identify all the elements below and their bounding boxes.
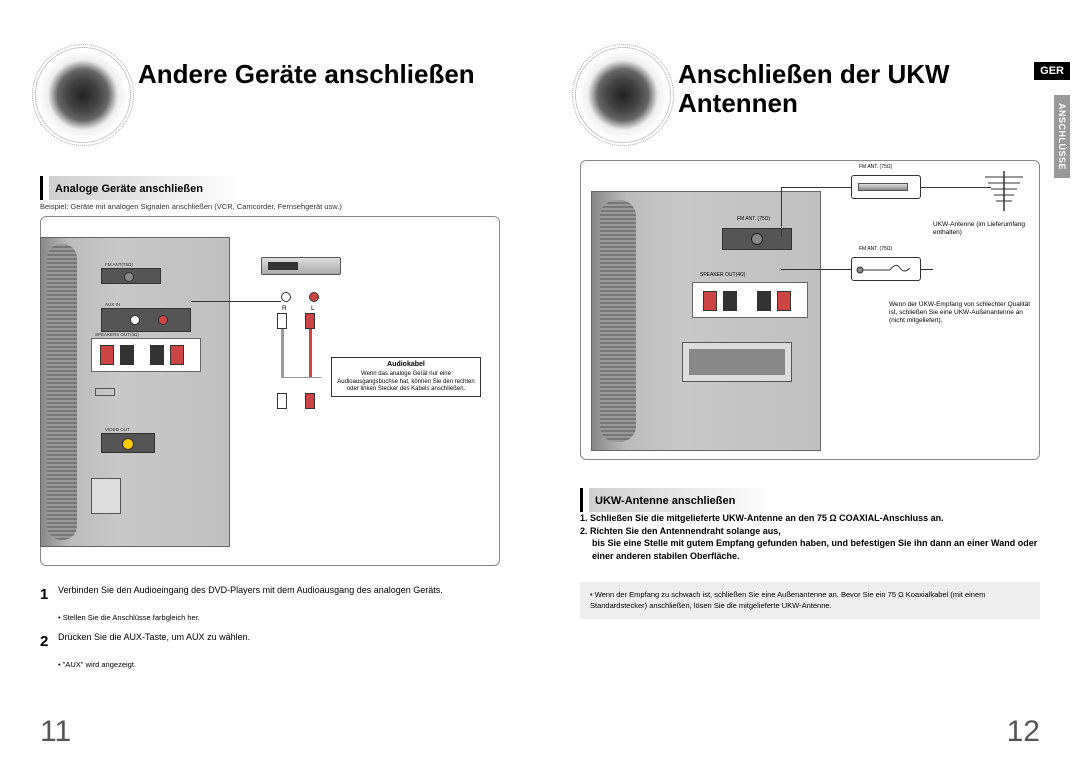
ant-included-label: UKW-Antenne (im Lieferumfang enthalten) [933, 221, 1033, 237]
step-2-num: 2 [40, 632, 58, 652]
port-speaker-label: SPEAKERS OUT(3Ω) [95, 332, 139, 337]
misc-port [95, 388, 115, 396]
lead-label1 [921, 269, 933, 270]
coax-connector-box [851, 175, 921, 199]
scart-inner [689, 349, 785, 375]
scart-port [91, 478, 121, 514]
lead-vert [781, 187, 782, 237]
plug-l-bot [305, 393, 315, 409]
spk-r4 [777, 291, 791, 311]
speaker-decoration-right [578, 50, 668, 140]
wire-ant-box [851, 257, 921, 281]
plug-r-top [277, 313, 287, 329]
lead-to-outdoor [921, 187, 991, 188]
vent-grille [47, 244, 77, 540]
page-11: Andere Geräte anschließen Analoge Geräte… [0, 0, 540, 774]
port-speaker-panel: SPEAKERS OUT(3Ω) [91, 338, 201, 372]
spk-term-2 [120, 345, 134, 365]
instr-2: 2. Richten Sie den Antennendraht solange… [580, 525, 1040, 538]
vcr-device [261, 257, 341, 275]
fm-port-label: FM ANT. (75Ω) [737, 216, 770, 222]
step-1-note: • Stellen Sie die Anschlüsse farbgleich … [58, 613, 500, 623]
step-2: 2 Drücken Sie die AUX-Taste, um AUX zu w… [40, 632, 500, 652]
port-fm-label: FM ANT(75Ω) [105, 262, 133, 267]
vcr-r-jack [281, 292, 291, 302]
aux-l-jack [158, 315, 168, 325]
subheader-analog: Analoge Geräte anschließen [55, 183, 203, 195]
plug-l-top [305, 313, 315, 329]
instr-1: 1. Schließen Sie die mitgelieferte UKW-A… [580, 512, 1040, 525]
ant-quality-note: Wenn der UKW-Empfang von schlechter Qual… [889, 301, 1034, 324]
port-aux-panel: AUX IN [101, 308, 191, 332]
step-2-note-text: "AUX" wird angezeigt. [63, 660, 136, 669]
step-2-text: Drücken Sie die AUX-Taste, um AUX zu wäh… [58, 632, 500, 652]
vcr-r-label: R [282, 305, 287, 313]
spk-r2 [723, 291, 737, 311]
subdesc-analog: Beispiel: Geräte mit analogen Signalen a… [40, 202, 342, 211]
fm-jack [124, 272, 134, 282]
vcr-l-label: L [311, 305, 315, 313]
scart-right [682, 342, 792, 382]
device-rear: FM ANT(75Ω) AUX IN SPEAKERS OUT(3Ω) VIDE… [40, 237, 230, 547]
note-box-wrap: • Wenn der Empfang zu schwach ist, schli… [580, 582, 1040, 619]
page-number-right: 12 [1007, 715, 1040, 749]
speaker-panel-right [692, 282, 808, 318]
step-1-text: Verbinden Sie den Audioeingang des DVD-P… [58, 585, 500, 605]
lead-line-aux [191, 301, 281, 302]
spk-r1 [703, 291, 717, 311]
step-1-num: 1 [40, 585, 58, 605]
wire-ant-icon [852, 258, 922, 282]
callout-text: Wenn das analoge Gerät nur eine Audioaus… [336, 371, 476, 393]
port-fm-panel: FM ANT(75Ω) [101, 268, 161, 284]
page-title-left: Andere Geräte anschließen [138, 60, 475, 89]
vent-grille-right [600, 200, 636, 442]
step-2-note: • "AUX" wird angezeigt. [58, 660, 500, 670]
lead-to-wire [781, 269, 851, 270]
speaker-port-label: SPEAKER OUT(4Ω) [700, 272, 745, 278]
note-box: • Wenn der Empfang zu schwach ist, schli… [580, 582, 1040, 619]
step-1-note-text: Stellen Sie die Anschlüsse farbgleich he… [63, 613, 200, 622]
page-number-left: 11 [40, 715, 71, 749]
diagram-analog: FM ANT(75Ω) AUX IN SPEAKERS OUT(3Ω) VIDE… [40, 216, 500, 566]
port-aux-label: AUX IN [105, 302, 120, 307]
coax-plug [858, 183, 908, 191]
vcr-slot [268, 262, 298, 270]
port-video-panel: VIDEO OUT [101, 433, 155, 453]
plug-r-bot [277, 393, 287, 409]
vcr-l-jack [309, 292, 319, 302]
subsection-analog: Analoge Geräte anschließen [40, 176, 243, 200]
language-badge: GER [1034, 62, 1070, 80]
lead-to-coax [781, 187, 851, 188]
instructions-block: 1. Schließen Sie die mitgelieferte UKW-A… [580, 512, 1040, 562]
spk-term-1 [100, 345, 114, 365]
spk-r3 [757, 291, 771, 311]
steps-block: 1 Verbinden Sie den Audioeingang des DVD… [40, 585, 500, 680]
section-tab: ANSCHLÜSSE [1054, 95, 1070, 178]
subsection-ukw: UKW-Antenne anschließen [580, 488, 775, 512]
speaker-decoration [38, 50, 128, 140]
device-rear-right: FM ANT. (75Ω) SPEAKER OUT(4Ω) [591, 191, 821, 451]
port-video-label: VIDEO OUT [105, 427, 130, 432]
cable-join [281, 377, 321, 378]
subheader-ukw: UKW-Antenne anschließen [595, 495, 735, 507]
video-jack [122, 438, 134, 450]
outdoor-antenna-icon [979, 167, 1029, 213]
callout-audiokabel: Audiokabel Wenn das analoge Gerät nur ei… [331, 357, 481, 397]
page-12: Anschließen der UKW Antennen GER ANSCHLÜ… [540, 0, 1080, 774]
aux-r-jack [130, 315, 140, 325]
diagram-antenna: FM ANT. (75Ω) SPEAKER OUT(4Ω) FM ANT. (7… [580, 160, 1040, 460]
page-title-right: Anschließen der UKW Antennen [678, 60, 978, 117]
spk-term-3 [150, 345, 164, 365]
callout-title: Audiokabel [336, 361, 476, 369]
fm-jack-right [751, 233, 763, 245]
spk-term-4 [170, 345, 184, 365]
step-1: 1 Verbinden Sie den Audioeingang des DVD… [40, 585, 500, 605]
coax-box-label: FM ANT. (75Ω) [859, 164, 892, 170]
wire-box-label: FM ANT. (75Ω) [859, 246, 892, 252]
instr-2b: bis Sie eine Stelle mit gutem Empfang ge… [580, 537, 1040, 562]
